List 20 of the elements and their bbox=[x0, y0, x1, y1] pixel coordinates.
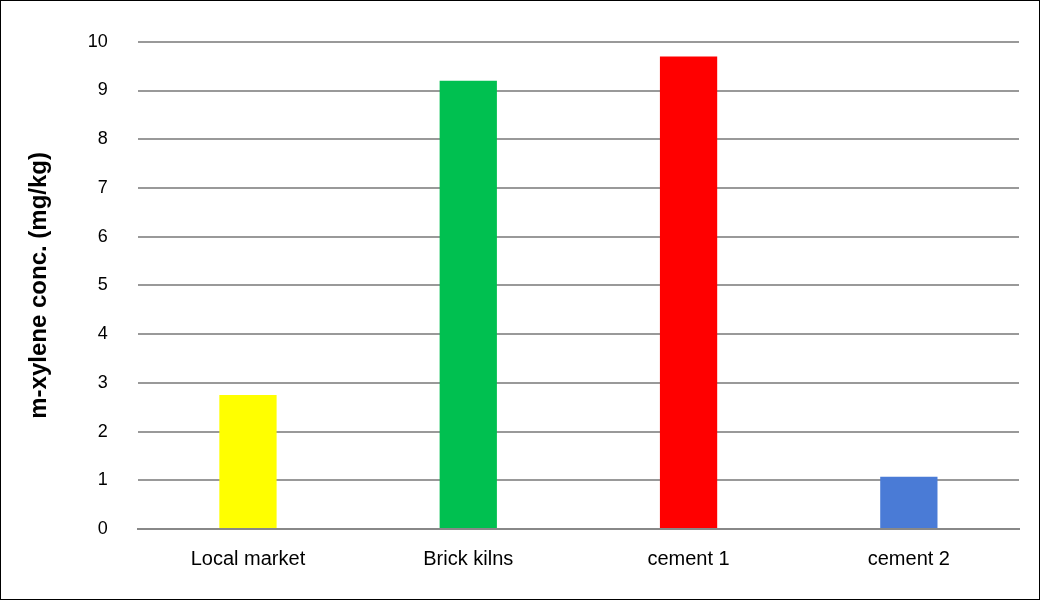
y-tick-label: 3 bbox=[97, 371, 108, 392]
y-tick-label: 4 bbox=[97, 323, 108, 344]
bar bbox=[439, 80, 497, 528]
y-axis-title: m-xylene conc. (mg/kg) bbox=[24, 152, 52, 419]
y-tick-label: 5 bbox=[97, 274, 108, 295]
x-tick-label: cement 1 bbox=[647, 546, 730, 569]
x-tick-label: Brick kilns bbox=[423, 546, 514, 569]
y-tick-label: 7 bbox=[97, 176, 108, 197]
y-tick-label: 2 bbox=[97, 420, 108, 441]
bar bbox=[219, 395, 277, 528]
y-tick-label: 9 bbox=[97, 79, 108, 100]
y-tick-label: 1 bbox=[97, 469, 108, 490]
y-tick-label: 0 bbox=[97, 517, 108, 538]
y-tick-label: 8 bbox=[97, 128, 108, 149]
y-tick-label: 6 bbox=[97, 225, 108, 246]
bar bbox=[659, 56, 718, 528]
y-tick-label: 10 bbox=[87, 30, 108, 51]
x-tick-label: cement 2 bbox=[867, 546, 950, 569]
x-tick-label: Local market bbox=[190, 546, 306, 569]
bar bbox=[880, 476, 938, 528]
